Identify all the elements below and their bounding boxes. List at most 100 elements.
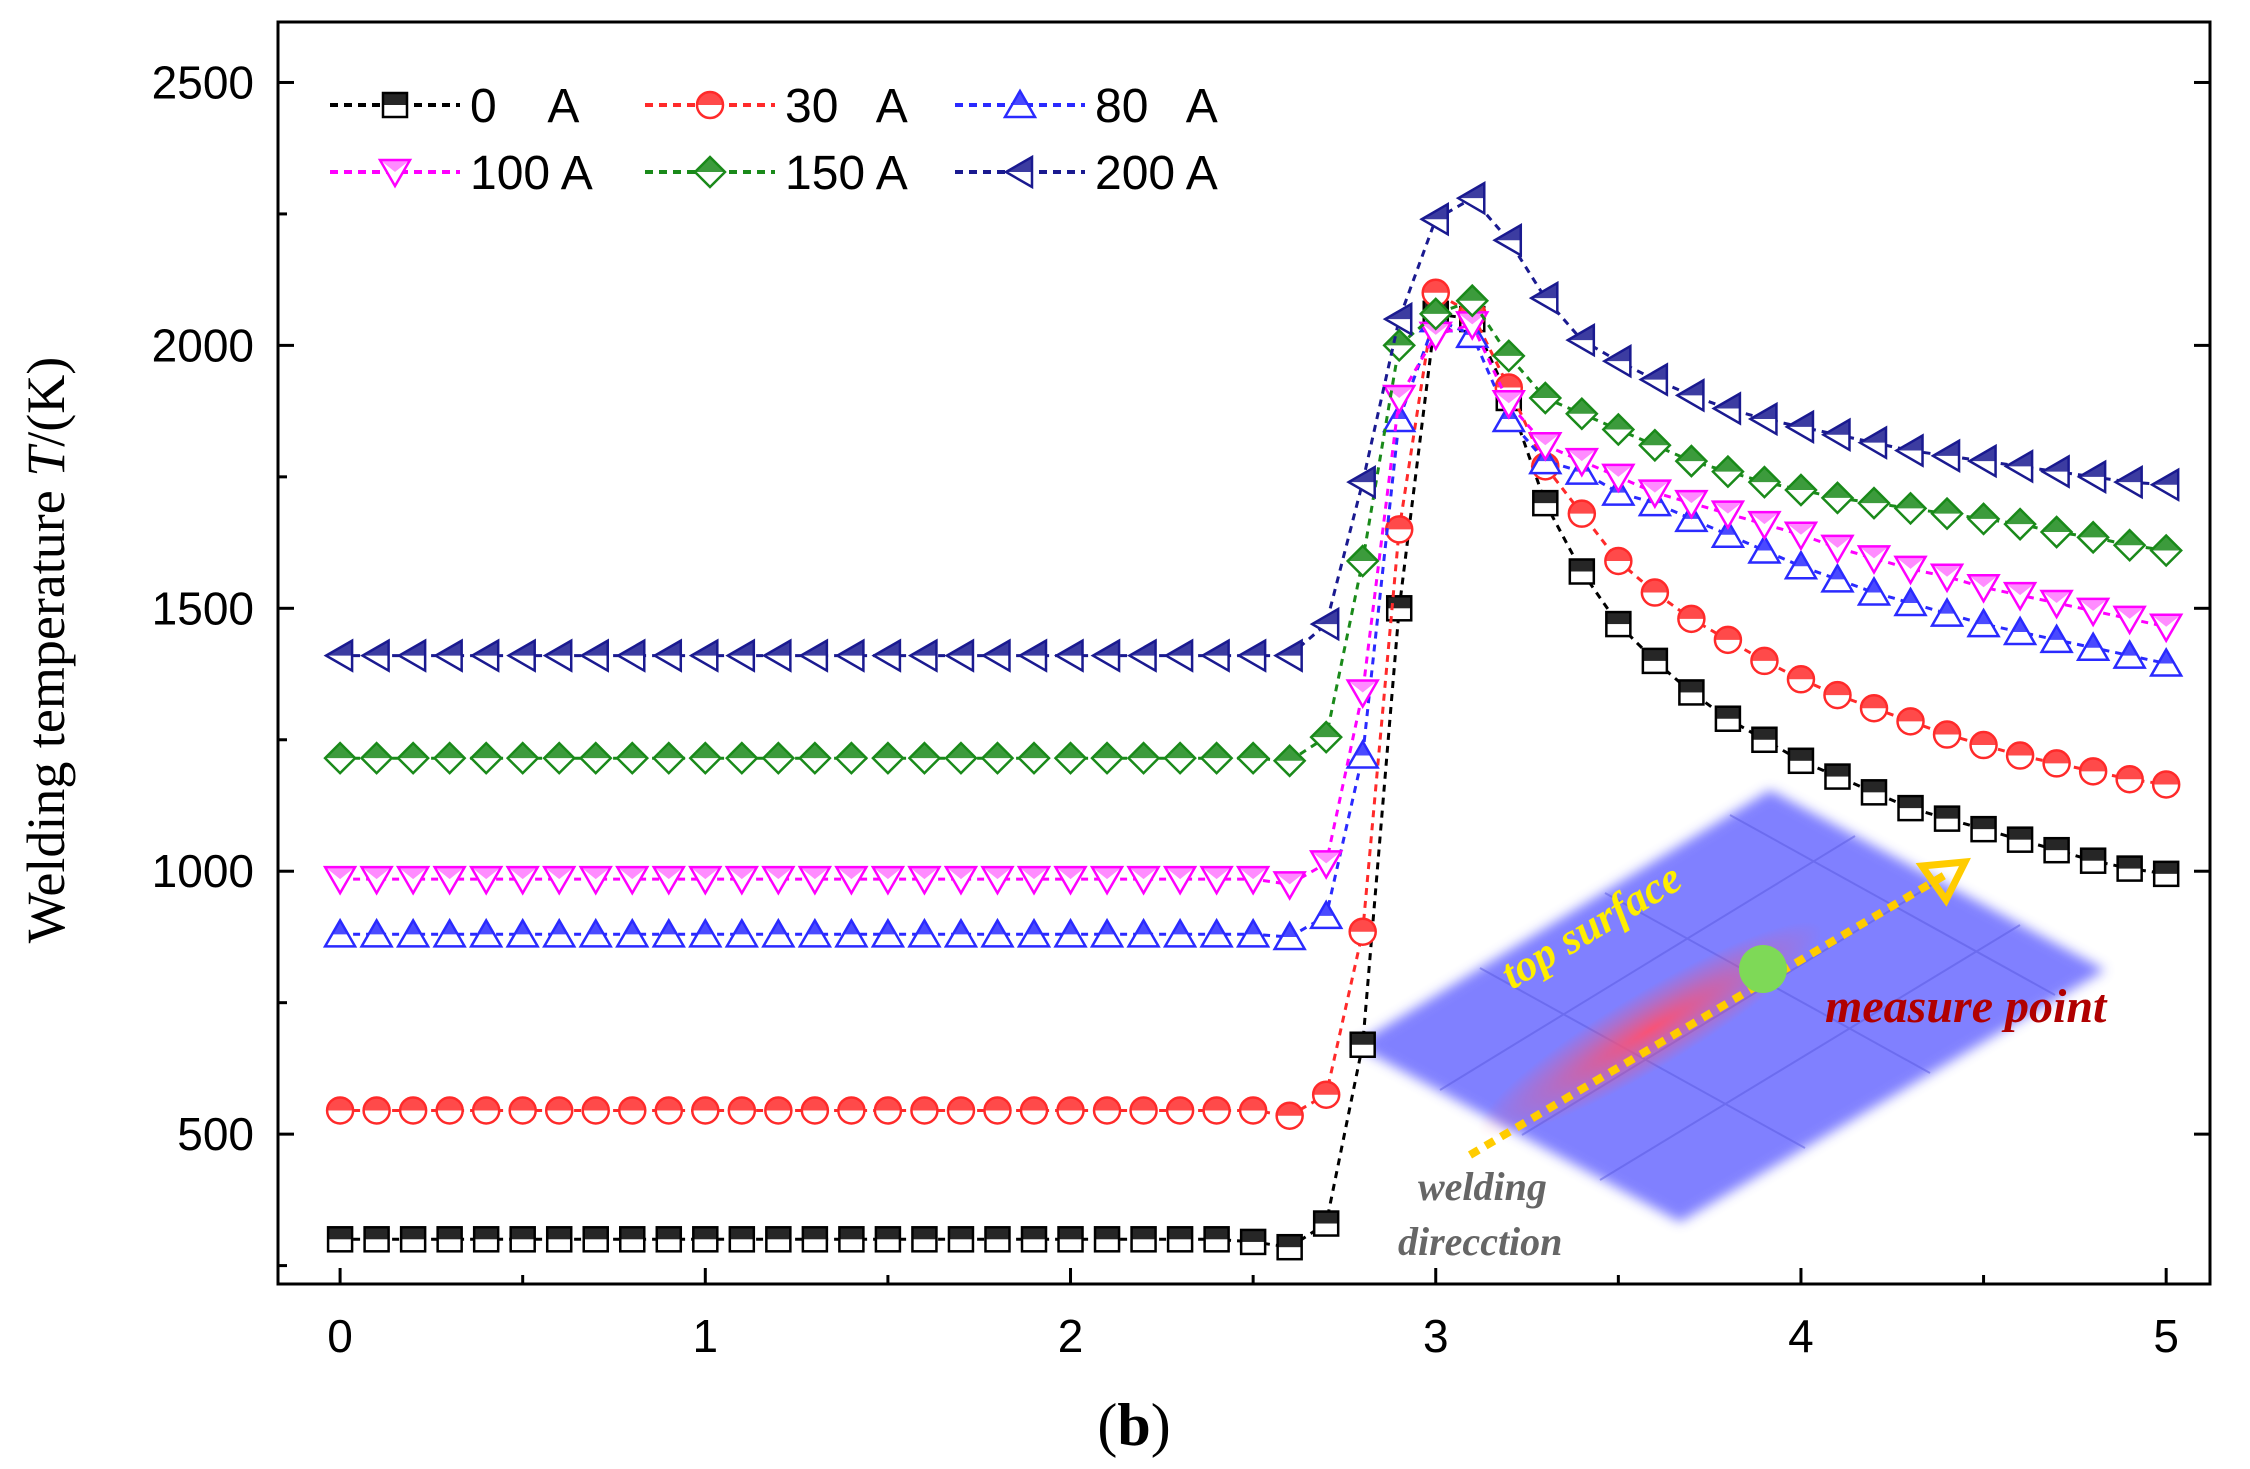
data-point <box>1747 465 1782 499</box>
data-point <box>1674 378 1705 413</box>
data-point <box>870 917 906 948</box>
inset-heat-zone <box>1477 921 1823 1139</box>
data-point <box>1057 1226 1084 1253</box>
data-point <box>1674 489 1709 520</box>
legend-item: 100 A <box>330 147 593 200</box>
data-point <box>544 1096 574 1125</box>
data-point <box>1893 555 1928 586</box>
inset-measure-point <box>1739 945 1787 993</box>
x-tick-label: 0 <box>327 1310 353 1362</box>
data-point <box>2042 749 2071 778</box>
data-point <box>1528 280 1559 316</box>
legend-label: 100 A <box>470 147 593 200</box>
data-point <box>1966 502 2001 536</box>
y-tick-label: 2000 <box>152 319 254 371</box>
data-point <box>1491 389 1526 420</box>
data-point <box>1528 432 1563 462</box>
data-point <box>1126 917 1161 948</box>
data-point <box>323 638 354 673</box>
inset-direction-label: direcction <box>1398 1219 1562 1264</box>
data-point <box>1930 496 1964 531</box>
data-point <box>322 865 358 896</box>
data-point <box>1751 726 1778 754</box>
data-point <box>1929 563 1965 594</box>
data-point <box>984 1226 1011 1253</box>
data-point <box>1090 741 1124 775</box>
data-point <box>691 1096 720 1125</box>
data-point <box>1090 638 1121 673</box>
data-point <box>1056 1096 1085 1125</box>
data-point <box>1532 489 1559 517</box>
data-point <box>1932 720 1962 749</box>
data-point <box>545 1226 573 1253</box>
y-axis-label: Welding temperature T/(K) <box>16 357 76 943</box>
data-point <box>2039 623 2074 654</box>
data-point <box>2149 533 2183 568</box>
data-point <box>359 865 394 896</box>
data-point <box>542 638 573 673</box>
data-point <box>873 1096 903 1125</box>
data-point <box>2002 615 2038 646</box>
legend-marker <box>695 90 725 120</box>
data-point <box>688 865 723 896</box>
data-point <box>1053 917 1088 948</box>
x-tick-label: 2 <box>1058 1310 1084 1362</box>
data-point <box>1421 278 1450 308</box>
data-point <box>1933 805 1961 832</box>
data-point <box>1019 1096 1049 1125</box>
data-point <box>652 638 683 673</box>
data-point <box>2112 639 2147 669</box>
data-point <box>432 917 467 948</box>
data-point <box>725 741 759 775</box>
data-point <box>651 865 686 896</box>
data-point <box>2003 507 2037 541</box>
data-point <box>1016 917 1052 948</box>
data-point <box>1967 443 1997 479</box>
data-point <box>2112 528 2147 562</box>
series-layer <box>322 180 2184 1261</box>
legend: 0 A 30 A 80 A 100 A 150 A 200 A <box>330 80 1218 200</box>
data-point <box>1856 545 1892 575</box>
data-point <box>509 1226 536 1253</box>
data-point <box>983 1096 1012 1125</box>
data-point <box>2075 631 2111 661</box>
data-point <box>1455 180 1486 216</box>
data-point <box>1272 744 1307 778</box>
data-point <box>1710 500 1746 531</box>
data-point <box>1384 515 1414 544</box>
data-point <box>870 865 906 896</box>
data-point <box>1820 534 1855 565</box>
data-point <box>1711 391 1742 426</box>
data-point <box>947 1226 975 1253</box>
axis-ticks <box>278 80 2210 1284</box>
data-point <box>469 741 503 775</box>
data-point <box>1969 730 1998 760</box>
data-point <box>765 1226 792 1253</box>
data-point <box>359 917 394 948</box>
data-point <box>1860 779 1888 806</box>
data-point <box>801 1226 829 1253</box>
data-point <box>1640 578 1670 607</box>
data-point <box>2115 764 2144 794</box>
series-4 <box>323 283 2183 778</box>
data-point <box>1199 917 1234 948</box>
data-point <box>542 741 576 775</box>
y-tick-label: 1500 <box>152 582 254 634</box>
data-point <box>1309 899 1344 930</box>
plot-frame <box>276 20 2212 1286</box>
legend-marker <box>1003 154 1034 190</box>
data-point <box>655 1226 683 1253</box>
data-point <box>980 638 1011 673</box>
data-point <box>1568 558 1596 585</box>
data-point <box>944 741 978 775</box>
data-point <box>362 1096 391 1125</box>
data-point <box>395 917 431 948</box>
data-point <box>725 638 756 673</box>
data-point <box>1199 741 1234 775</box>
data-point <box>1162 917 1198 948</box>
data-point <box>1419 202 1449 237</box>
data-point <box>1020 1226 1048 1253</box>
series-5 <box>323 180 2180 673</box>
data-point <box>764 1096 793 1125</box>
data-point <box>724 865 759 896</box>
